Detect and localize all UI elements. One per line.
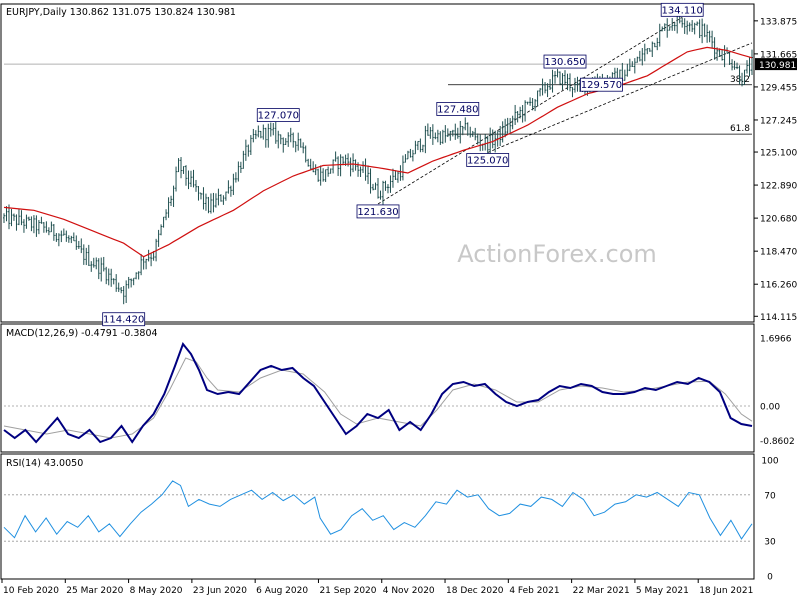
- channel-line-1: [487, 42, 753, 153]
- price-axis-label: 131.665: [760, 50, 797, 60]
- annotation-label: 114.420: [103, 315, 144, 326]
- x-axis-label: 5 May 2021: [636, 586, 689, 596]
- moving-average-line: [3, 46, 753, 258]
- rsi-axis-label: 0: [767, 573, 773, 583]
- annotation-box: [580, 77, 623, 92]
- rsi-panel-frame: [0, 453, 755, 580]
- price-axis-label: 129.455: [760, 83, 797, 93]
- annotation-box: [543, 54, 587, 69]
- annotation-label: 125.070: [467, 155, 508, 166]
- price-annotation: 125.070: [466, 153, 510, 167]
- x-axis-label: 4 Feb 2021: [509, 586, 559, 596]
- x-axis-label: 22 Mar 2021: [573, 586, 630, 596]
- annotation-label: 129.570: [581, 80, 622, 91]
- axis-layer: 133.875 131.665 129.455 127.245 125.100 122.8…: [1, 17, 797, 596]
- channel-line-0: [377, 16, 683, 205]
- rsi-panel-title: RSI(14) 43.0050: [6, 458, 83, 469]
- price-annotation: 127.070: [256, 108, 300, 122]
- x-axis-label: 21 Sep 2020: [319, 586, 376, 596]
- price-panel-title: EURJPY,Daily 130.862 131.075 130.824 130…: [6, 7, 236, 18]
- macd-panel-title: MACD(12,26,9) -0.4791 -0.3804: [6, 328, 158, 339]
- annotation-label: 134.110: [662, 5, 703, 16]
- x-axis-label: 18 Dec 2020: [446, 586, 504, 596]
- macd-axis-label: -0.8602: [760, 437, 795, 447]
- annotation-box: [436, 102, 480, 116]
- current-price-label: 130.981: [759, 61, 796, 71]
- annotation-label: 127.480: [437, 104, 478, 115]
- macd-axis-label: 0.00: [760, 403, 780, 413]
- annotation-box: [356, 204, 400, 219]
- price-layer: 38.261.8114.420127.070121.630127.480125.…: [3, 2, 753, 327]
- price-axis-label: 127.245: [760, 116, 797, 126]
- fib-label-1: 61.8: [730, 124, 750, 134]
- x-axis-label: 18 Jun 2021: [699, 586, 753, 596]
- x-axis-label: 4 Nov 2020: [383, 586, 435, 596]
- rsi-layer: [3, 480, 753, 542]
- price-axis-label: 125.100: [760, 149, 797, 159]
- price-annotation: 121.630: [356, 204, 400, 219]
- price-axis-label: 114.115: [760, 313, 797, 323]
- macd-layer: [3, 341, 753, 444]
- price-annotation: 114.420: [102, 312, 146, 327]
- macd-axis-label: 1.6966: [760, 335, 792, 345]
- rsi-axis-label: 30: [764, 538, 776, 548]
- rsi-axis-label: 70: [764, 491, 776, 501]
- x-axis-label: 8 May 2020: [130, 586, 183, 596]
- price-annotation: 130.650: [543, 54, 587, 69]
- price-annotation: 134.110: [660, 2, 704, 17]
- rsi-axis-label: 100: [761, 457, 778, 467]
- annotation-label: 121.630: [357, 207, 398, 218]
- current-price-badge: [755, 58, 797, 71]
- watermark: ActionForex.com: [457, 240, 657, 268]
- price-axis-label: 116.260: [760, 281, 797, 291]
- annotation-box: [256, 108, 300, 122]
- x-axis-label: 10 Feb 2020: [3, 586, 59, 596]
- price-axis-label: 118.470: [760, 248, 797, 258]
- x-axis-label: 25 Mar 2020: [66, 586, 123, 596]
- price-panel-frame: [0, 3, 755, 323]
- x-axis-label: 6 Aug 2020: [256, 586, 308, 596]
- annotation-box: [102, 312, 146, 327]
- annotation-label: 127.070: [258, 111, 299, 122]
- price-annotation: 129.570: [580, 77, 623, 92]
- annotation-box: [660, 2, 704, 17]
- price-axis-label: 120.680: [760, 215, 797, 225]
- rsi-line: [3, 480, 753, 540]
- price-axis-label: 122.890: [760, 182, 797, 192]
- annotation-box: [466, 153, 510, 167]
- price-axis-label: 133.875: [760, 17, 797, 27]
- macd-line: [3, 341, 753, 444]
- x-axis-label: 23 Jun 2020: [193, 586, 247, 596]
- annotation-label: 130.650: [544, 57, 585, 68]
- macd-panel-frame: [0, 323, 755, 453]
- price-annotation: 127.480: [436, 102, 480, 116]
